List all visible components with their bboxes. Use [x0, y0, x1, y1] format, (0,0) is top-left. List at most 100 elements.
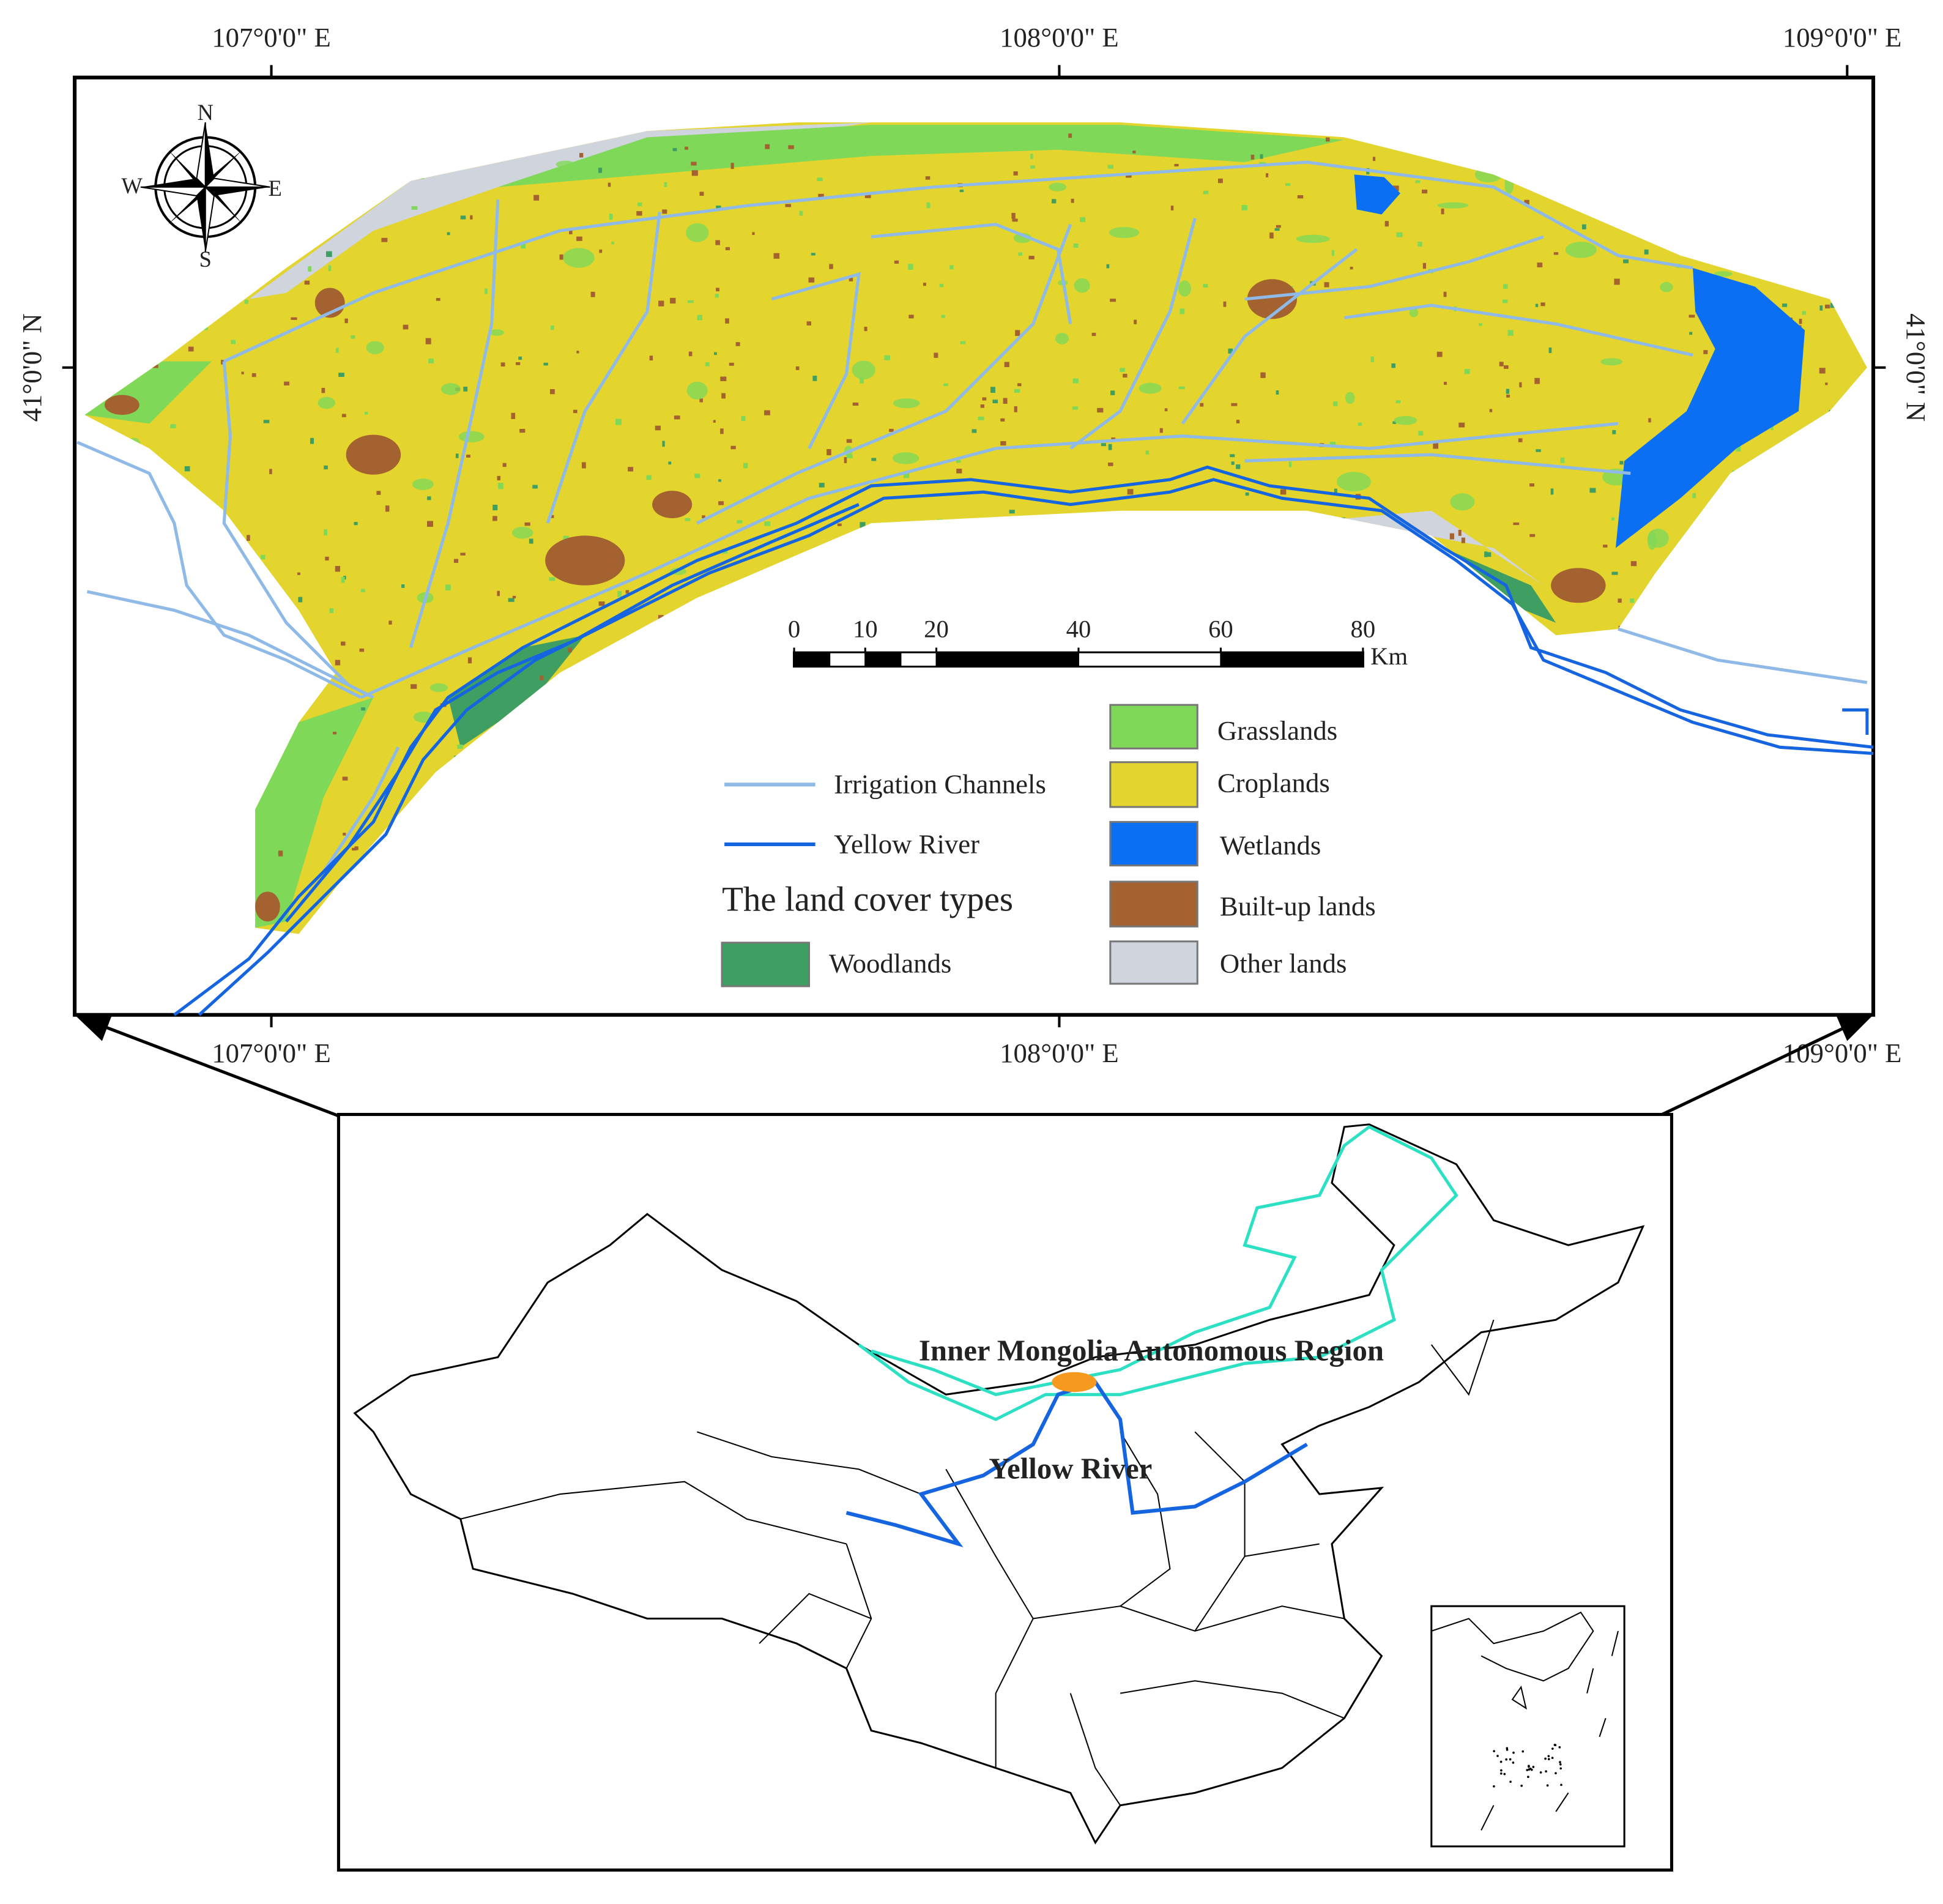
scale-bar-segment: [1077, 652, 1222, 668]
texture-speck: [500, 362, 505, 367]
texture-speck: [1101, 443, 1106, 447]
texture-speck: [808, 277, 815, 283]
texture-speck: [492, 504, 498, 511]
texture-speck: [636, 211, 642, 216]
texture-speck: [425, 338, 431, 344]
texture-speck: [687, 300, 694, 303]
texture-speck: [291, 317, 297, 320]
island-dot: [1526, 1769, 1529, 1771]
texture-speck: [1422, 189, 1428, 194]
texture-patch: [318, 396, 335, 409]
texture-speck: [1013, 171, 1018, 176]
texture-speck: [158, 386, 163, 390]
texture-speck: [691, 162, 697, 166]
texture-speck: [298, 597, 303, 603]
texture-speck: [533, 195, 540, 201]
texture-speck: [691, 170, 698, 176]
texture-speck: [864, 327, 867, 332]
china-outline: [353, 1123, 1645, 1845]
texture-speck: [705, 362, 710, 366]
texture-speck: [773, 253, 780, 259]
texture-speck: [540, 675, 544, 680]
texture-speck: [662, 209, 667, 214]
texture-speck: [1819, 368, 1826, 374]
texture-speck: [185, 370, 190, 374]
texture-speck: [1395, 400, 1401, 403]
texture-speck: [649, 355, 653, 361]
texture-patch: [366, 341, 384, 355]
texture-speck: [278, 850, 283, 857]
texture-speck: [508, 598, 515, 602]
texture-speck: [1458, 422, 1465, 428]
texture-speck: [1524, 199, 1529, 205]
texture-speck: [730, 163, 734, 169]
texture-speck: [903, 472, 910, 478]
south-china-sea-coast: [1431, 1612, 1619, 1831]
texture-speck: [332, 732, 337, 735]
texture-speck: [1015, 330, 1020, 337]
texture-speck: [1630, 598, 1635, 603]
texture-patch: [1647, 530, 1657, 550]
texture-speck: [956, 469, 962, 474]
grasslands-area: [255, 697, 374, 928]
texture-speck: [568, 647, 572, 653]
texture-speck: [1245, 492, 1249, 496]
texture-speck: [1276, 390, 1279, 395]
texture-speck: [694, 474, 700, 478]
texture-speck: [941, 314, 945, 318]
texture-patch: [1450, 493, 1475, 511]
island-dot: [1530, 1768, 1533, 1771]
compass-west: W: [121, 173, 143, 198]
texture-speck: [1127, 489, 1134, 495]
texture-speck: [1297, 195, 1304, 199]
texture-patch: [429, 683, 448, 693]
texture-speck: [1534, 377, 1540, 384]
scale-bar-label: 20: [924, 615, 949, 642]
texture-speck: [752, 232, 755, 236]
texture-speck: [1132, 151, 1136, 154]
texture-speck: [1223, 301, 1227, 307]
texture-speck: [460, 215, 466, 220]
texture-speck: [1324, 282, 1329, 288]
texture-speck: [956, 459, 961, 463]
texture-patch: [489, 329, 504, 336]
wetland-lake: [1354, 174, 1400, 215]
longitude-label: 108°0'0" E: [1000, 1038, 1119, 1068]
texture-speck: [1145, 450, 1150, 455]
texture-speck: [1689, 332, 1693, 335]
texture-speck: [795, 140, 800, 147]
texture-speck: [670, 297, 676, 304]
texture-speck: [1464, 369, 1470, 374]
texture-speck: [1072, 378, 1079, 384]
texture-patch: [1049, 182, 1066, 192]
texture-speck: [713, 420, 716, 423]
texture-speck: [1825, 304, 1830, 309]
texture-speck: [341, 414, 346, 417]
texture-patch: [1600, 358, 1622, 366]
texture-speck: [388, 620, 392, 625]
longitude-label: 109°0'0" E: [1783, 22, 1902, 53]
texture-speck: [550, 515, 554, 518]
texture-speck: [401, 584, 405, 588]
texture-speck: [1589, 488, 1596, 493]
island-dot: [1558, 1746, 1561, 1749]
texture-speck: [321, 387, 325, 393]
texture-speck: [1126, 174, 1132, 178]
texture-speck: [576, 351, 579, 354]
texture-speck: [1014, 406, 1017, 412]
texture-speck: [674, 415, 680, 420]
texture-speck: [365, 411, 368, 415]
texture-speck: [598, 601, 605, 606]
texture-speck: [1802, 311, 1806, 315]
texture-speck: [637, 202, 642, 207]
island-dot: [1560, 1783, 1562, 1787]
texture-speck: [1553, 252, 1559, 255]
texture-speck: [1392, 185, 1399, 192]
wetland-lake: [1615, 267, 1805, 548]
texture-speck: [1630, 561, 1637, 567]
texture-speck: [241, 371, 244, 374]
texture-speck: [1449, 533, 1454, 540]
compass-rose: [140, 122, 270, 252]
texture-speck: [960, 341, 966, 344]
texture-patch: [686, 381, 708, 400]
